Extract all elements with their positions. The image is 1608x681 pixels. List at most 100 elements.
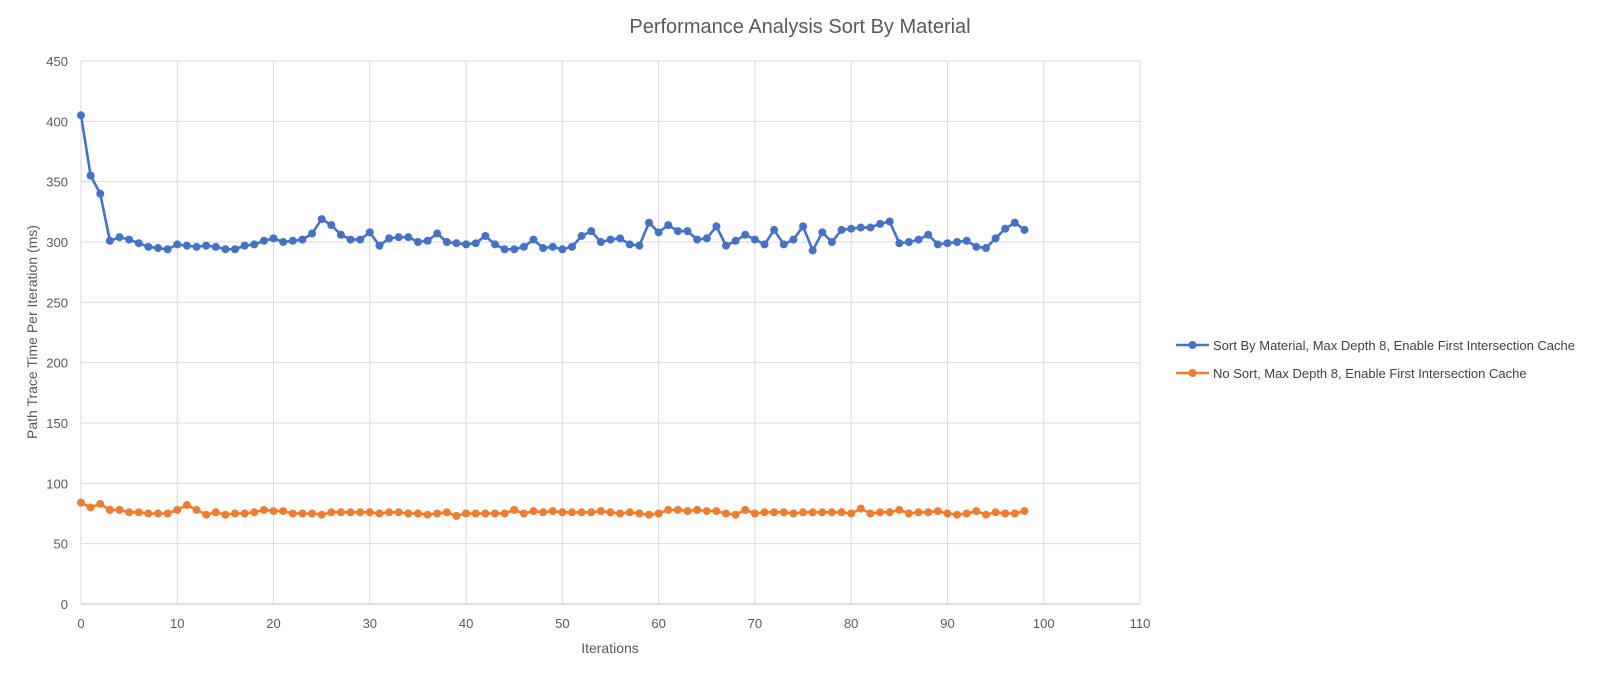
data-point xyxy=(953,510,962,519)
series-group xyxy=(77,111,1029,520)
data-point xyxy=(1001,509,1010,518)
data-point xyxy=(336,508,345,517)
data-point xyxy=(356,235,365,244)
data-point xyxy=(962,236,971,245)
data-point xyxy=(96,499,105,508)
data-point xyxy=(770,225,779,234)
data-point xyxy=(240,509,249,518)
data-point xyxy=(510,245,519,254)
data-point xyxy=(125,235,134,244)
y-tick-label: 100 xyxy=(46,476,68,491)
data-point xyxy=(693,505,702,514)
y-tick-label: 350 xyxy=(46,175,68,190)
data-point xyxy=(182,501,191,510)
data-point xyxy=(577,508,586,517)
y-tick-label: 150 xyxy=(46,416,68,431)
data-point xyxy=(645,218,654,227)
y-tick-label: 300 xyxy=(46,235,68,250)
data-point xyxy=(770,508,779,517)
data-point xyxy=(394,233,403,242)
data-point xyxy=(231,245,240,254)
data-point xyxy=(876,219,885,228)
data-point xyxy=(673,505,682,514)
data-point xyxy=(789,509,798,518)
data-point xyxy=(365,228,374,237)
data-point xyxy=(808,246,817,255)
data-point xyxy=(712,222,721,231)
data-point xyxy=(105,505,114,514)
data-point xyxy=(154,509,163,518)
data-point xyxy=(115,505,124,514)
data-point xyxy=(596,507,605,516)
data-point xyxy=(558,245,567,254)
data-point xyxy=(529,507,538,516)
data-point xyxy=(86,503,95,512)
data-point xyxy=(423,236,432,245)
data-point xyxy=(567,508,576,517)
legend: Sort By Material, Max Depth 8, Enable Fi… xyxy=(1176,338,1575,381)
data-point xyxy=(904,238,913,246)
data-point xyxy=(462,240,471,249)
data-point xyxy=(442,508,451,517)
data-point xyxy=(413,238,422,246)
legend-label: No Sort, Max Depth 8, Enable First Inter… xyxy=(1213,366,1527,381)
data-point xyxy=(490,509,499,518)
data-point xyxy=(385,234,394,243)
data-point xyxy=(548,507,557,516)
data-point xyxy=(442,238,451,246)
data-point xyxy=(211,242,220,251)
data-point xyxy=(760,508,769,517)
data-point xyxy=(288,509,297,518)
data-point xyxy=(635,241,644,250)
data-point xyxy=(933,507,942,516)
data-point xyxy=(587,227,596,236)
data-point xyxy=(202,241,211,250)
data-point xyxy=(760,240,769,249)
data-point xyxy=(490,240,499,249)
data-point xyxy=(336,230,345,239)
data-point xyxy=(577,231,586,240)
data-point xyxy=(1001,224,1010,233)
data-point xyxy=(722,509,731,518)
data-point xyxy=(596,238,605,246)
data-point xyxy=(500,509,509,518)
data-point xyxy=(308,229,317,238)
data-point xyxy=(134,239,143,248)
data-point xyxy=(722,241,731,250)
data-point xyxy=(452,239,461,248)
data-point xyxy=(616,234,625,243)
data-point xyxy=(924,230,933,239)
data-point xyxy=(192,505,201,514)
data-point xyxy=(924,508,933,517)
data-point xyxy=(86,171,95,180)
data-point xyxy=(847,224,856,233)
data-point xyxy=(779,508,788,517)
data-point xyxy=(96,189,105,198)
data-point xyxy=(250,508,259,517)
data-point xyxy=(818,508,827,517)
data-point xyxy=(182,241,191,250)
data-point xyxy=(163,245,172,254)
data-point xyxy=(298,509,307,518)
data-point xyxy=(471,509,480,518)
data-point xyxy=(404,509,413,518)
data-point xyxy=(433,509,442,518)
data-point xyxy=(750,509,759,518)
data-point xyxy=(500,245,509,254)
data-point xyxy=(943,509,952,518)
data-point xyxy=(462,509,471,518)
data-point xyxy=(433,229,442,238)
data-point xyxy=(558,508,567,517)
data-point xyxy=(664,505,673,514)
data-point xyxy=(259,236,268,245)
data-point xyxy=(962,509,971,518)
y-tick-label: 250 xyxy=(46,295,68,310)
data-point xyxy=(481,509,490,518)
data-point xyxy=(856,504,865,513)
data-point xyxy=(519,242,528,251)
data-point xyxy=(972,242,981,251)
data-point xyxy=(981,510,990,519)
y-tick-label: 50 xyxy=(54,537,68,552)
data-point xyxy=(856,223,865,232)
data-point xyxy=(269,234,278,243)
